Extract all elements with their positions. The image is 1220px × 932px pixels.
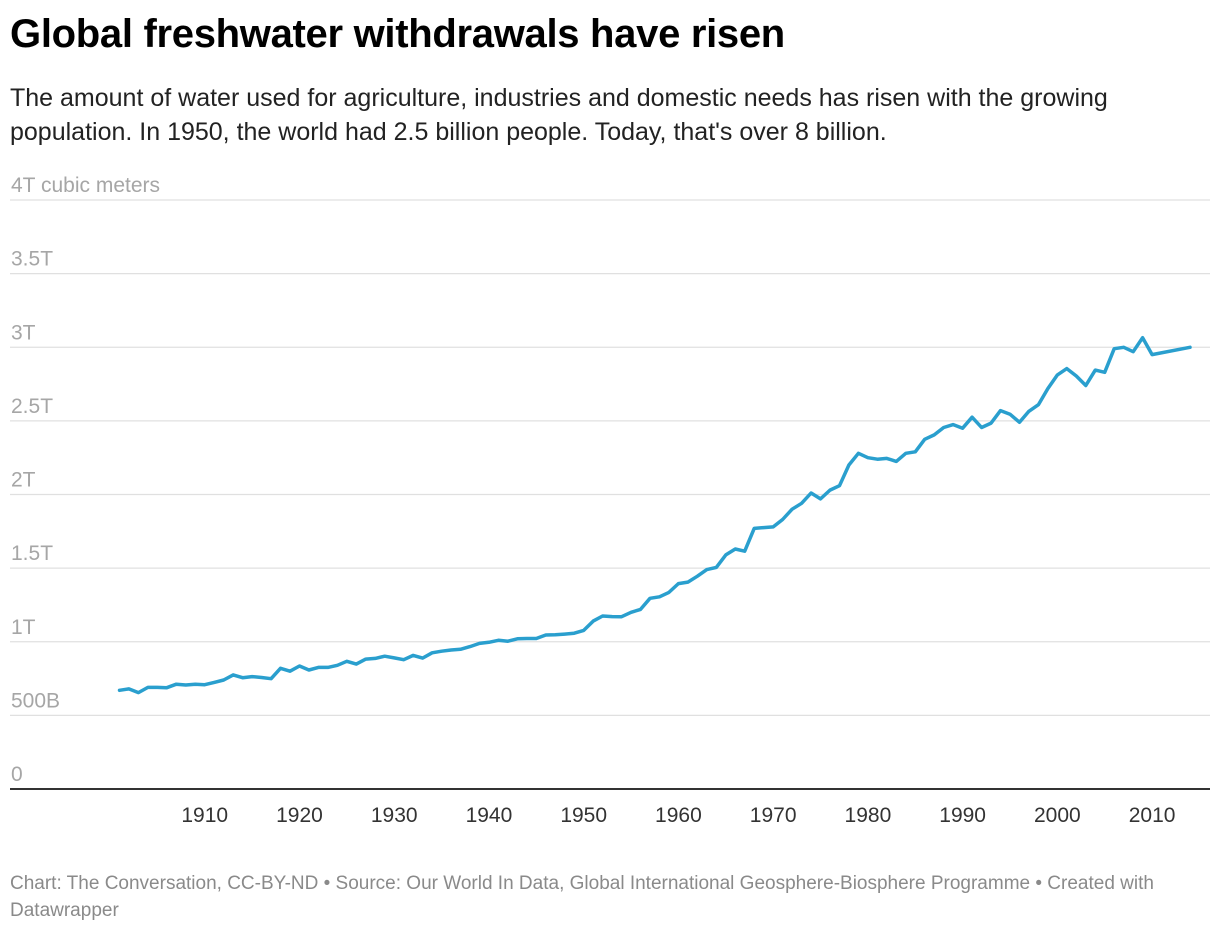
y-tick-label: 4T cubic meters [11,174,160,197]
series-lines [117,335,1192,695]
x-tick-label: 1990 [939,804,986,827]
x-axis-tick-labels: 1910 1920 1930 1940 1950 1960 1970 1980 1990 2000… [181,804,1175,827]
y-tick-label: 500B [11,689,60,712]
x-tick-label: 2000 [1034,804,1081,827]
x-tick-label: 1920 [276,804,323,827]
x-tick-label: 1950 [560,804,607,827]
x-tick-label: 2010 [1129,804,1176,827]
x-tick-label: 1970 [750,804,797,827]
line-chart: 0 500B 1T 1.5T 2T 2.5T 3T 3.5T 4T cubic meters 1… [10,174,1210,827]
series-line-0 [117,335,1192,695]
y-tick-label: 0 [11,763,23,786]
x-tick-label: 1980 [845,804,892,827]
x-tick-label: 1960 [655,804,702,827]
y-tick-label: 3.5T [11,248,53,271]
chart-footer-credits: Chart: The Conversation, CC-BY-ND • Sour… [10,873,1154,921]
chart-subtitle: The amount of water used for agriculture… [10,84,1108,146]
y-tick-label: 1.5T [11,542,53,565]
x-tick-label: 1910 [181,804,228,827]
y-tick-label: 2.5T [11,395,53,418]
gridlines [10,199,1210,790]
y-axis-tick-labels: 0 500B 1T 1.5T 2T 2.5T 3T 3.5T 4T cubic meters [11,174,160,786]
x-tick-label: 1940 [466,804,513,827]
x-tick-label: 1930 [371,804,418,827]
chart-title: Global freshwater withdrawals have risen [10,12,785,56]
y-tick-label: 2T [11,469,36,492]
y-tick-label: 3T [11,321,36,344]
y-tick-label: 1T [11,616,36,639]
